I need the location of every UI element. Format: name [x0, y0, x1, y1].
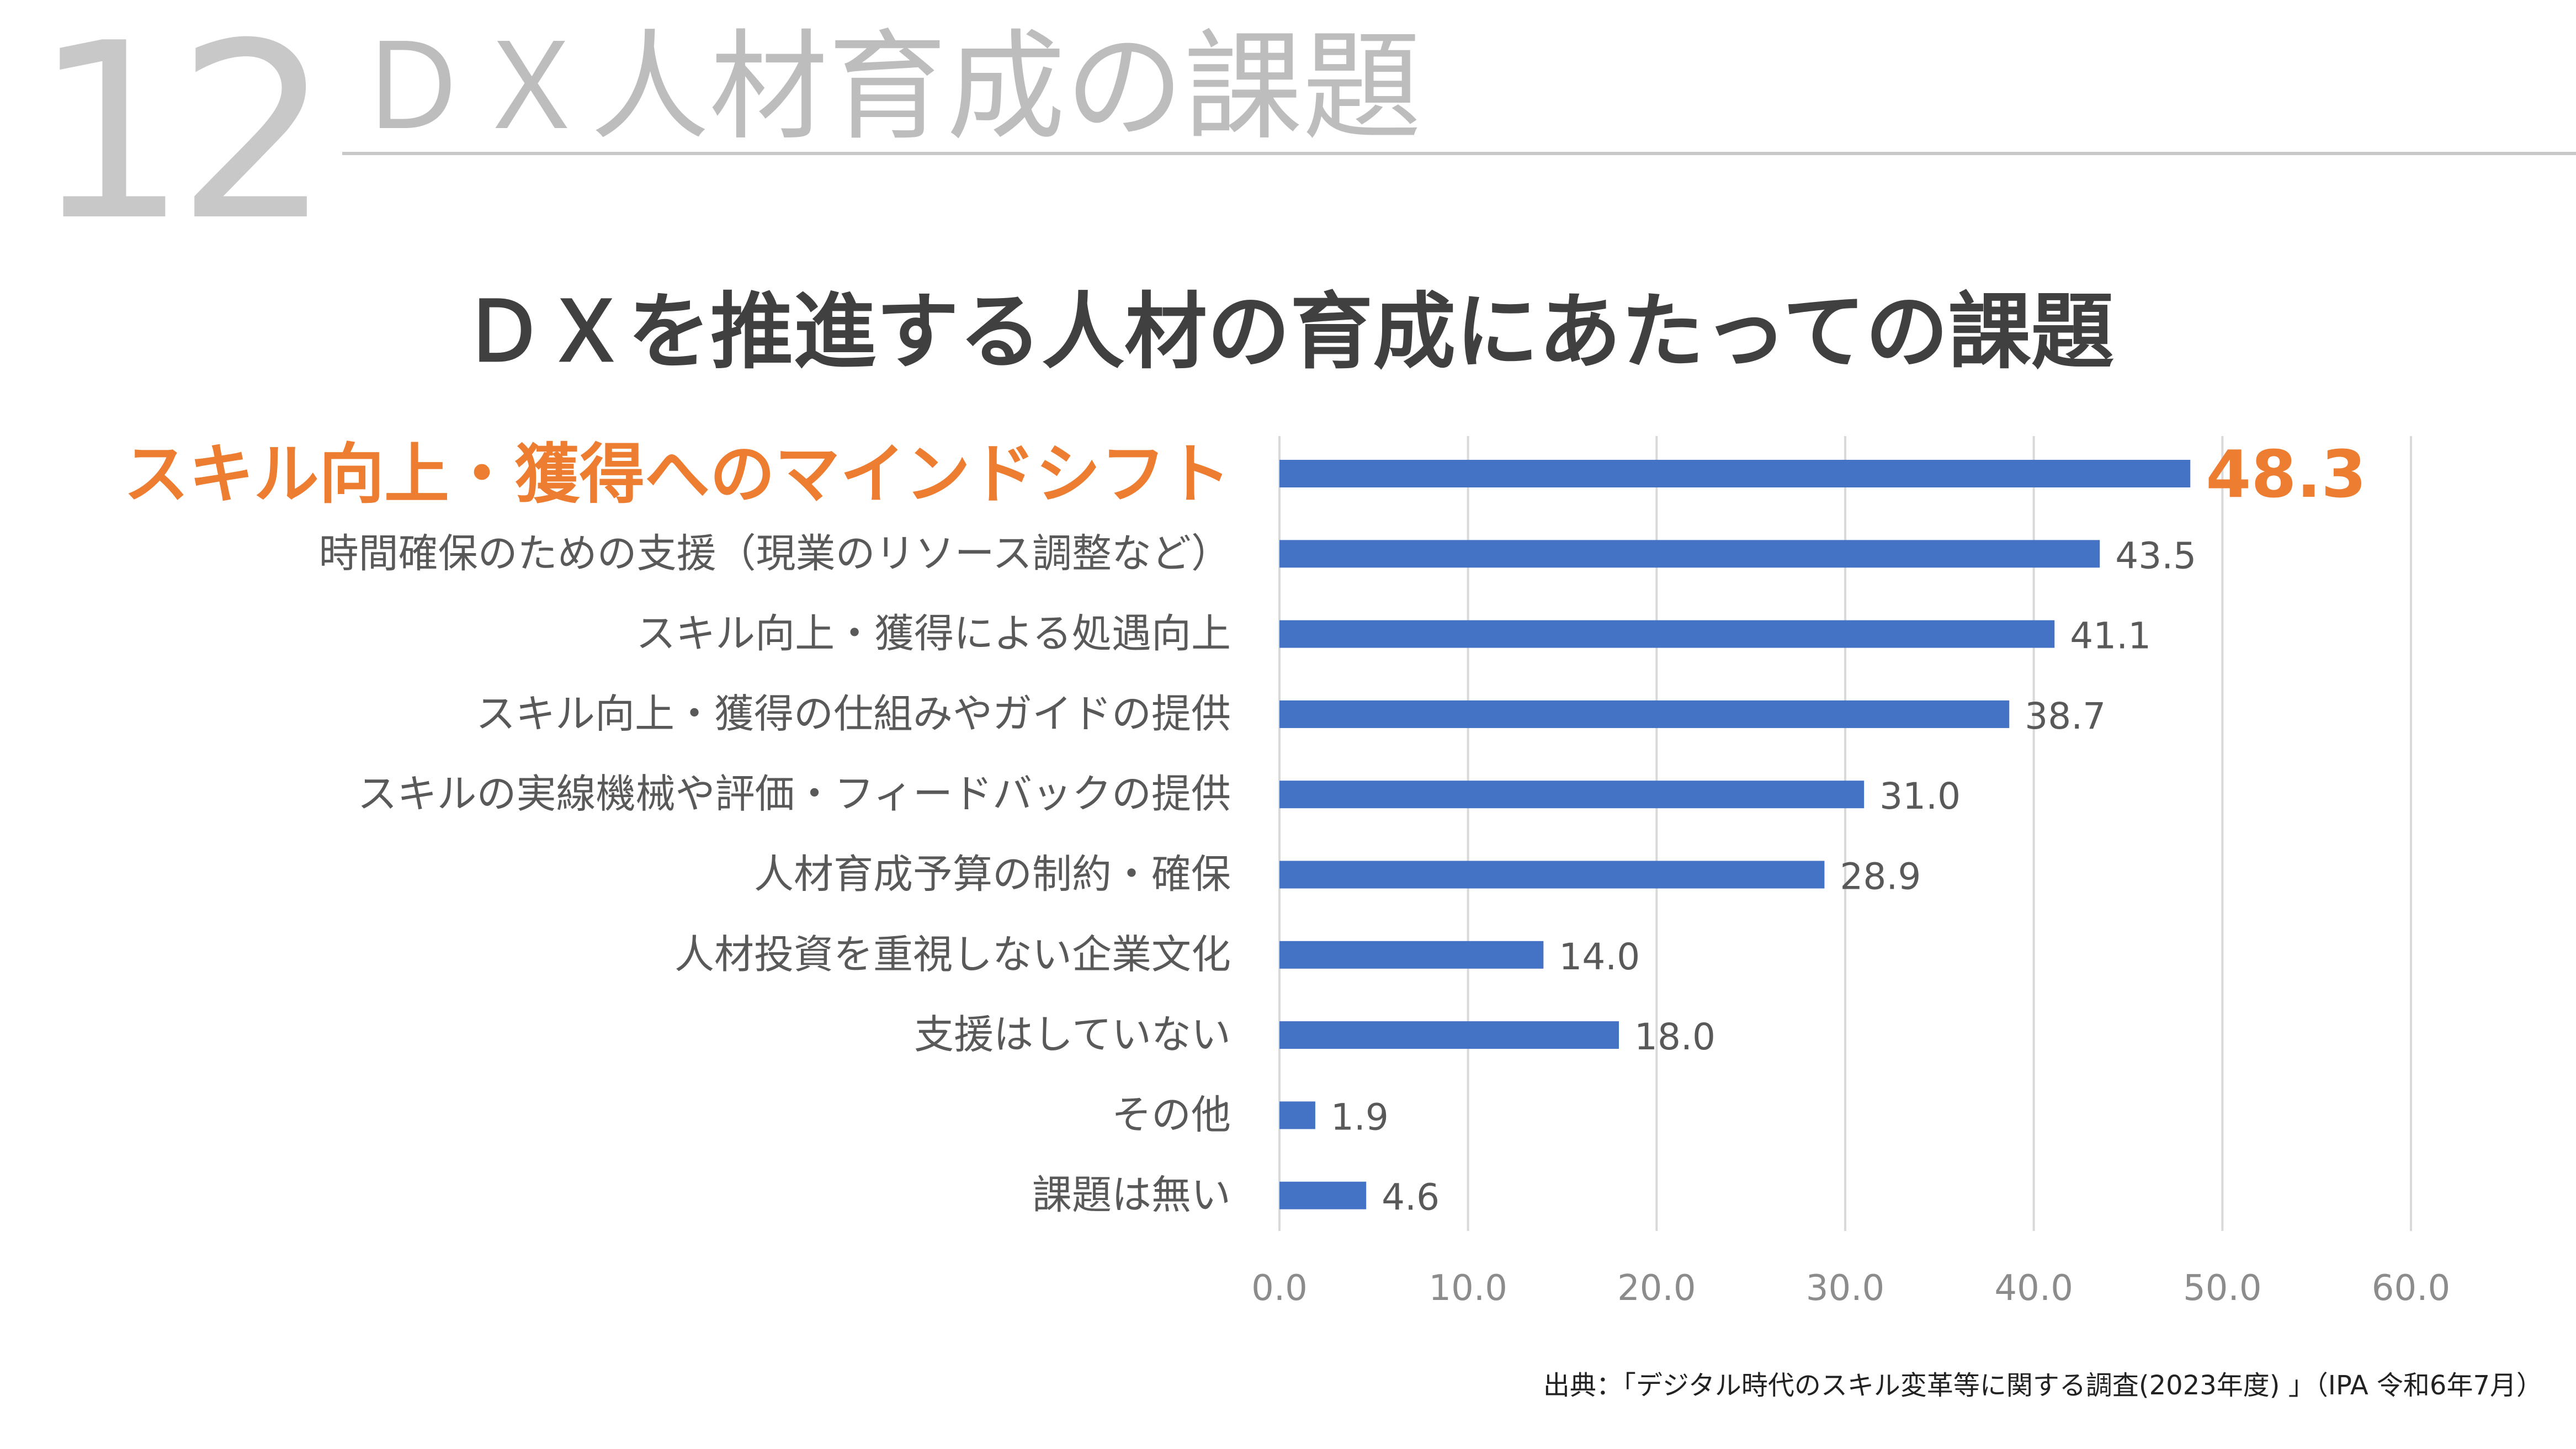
x-tick-label: 10.0 [1428, 1268, 1507, 1309]
data-label: 31.0 [1879, 775, 1961, 818]
title-divider [342, 152, 2576, 155]
category-label: 人材投資を重視しない企業文化 [674, 931, 1231, 978]
bar [1279, 1101, 1315, 1129]
category-label: 人材育成予算の制約・確保 [754, 851, 1231, 898]
data-label: 4.6 [1382, 1176, 1440, 1219]
bar [1279, 861, 1825, 889]
x-tick-label: 20.0 [1617, 1268, 1696, 1309]
category-label: 時間確保のための支援（現業のリソース調整など） [319, 530, 1231, 576]
data-label: 41.1 [2070, 615, 2151, 657]
data-label: 43.5 [2115, 534, 2196, 577]
data-label: 38.7 [2025, 695, 2106, 737]
category-label: 支援はしていない [914, 1011, 1231, 1058]
x-tick-label: 60.0 [2372, 1268, 2451, 1309]
section-title: ＤＸ人材育成の課題 [353, 18, 1421, 156]
bar [1279, 700, 2010, 728]
chart-title: ＤＸを推進する人材の育成にあたっての課題 [462, 284, 2114, 380]
category-label: 課題は無い [1032, 1172, 1231, 1218]
bar [1279, 540, 2100, 568]
data-label: 48.3 [2206, 436, 2366, 512]
bar [1279, 1021, 1619, 1049]
source-citation: 出典：「デジタル時代のスキル変革等に関する調査(2023年度) 」（IPA 令和… [1543, 1370, 2543, 1401]
data-label: 28.9 [1840, 856, 1921, 898]
x-tick-label: 50.0 [2183, 1268, 2262, 1309]
data-label: 18.0 [1634, 1016, 1715, 1058]
data-label: 14.0 [1559, 936, 1640, 978]
bar [1279, 781, 1865, 809]
bar [1279, 620, 2055, 648]
x-tick-label: 0.0 [1251, 1268, 1308, 1309]
category-label: スキル向上・獲得の仕組みやガイドの提供 [476, 691, 1231, 737]
x-tick-label: 40.0 [1994, 1268, 2073, 1309]
category-label: スキルの実線機械や評価・フィードバックの提供 [357, 771, 1231, 817]
category-label: スキル向上・獲得へのマインドシフト [124, 436, 1231, 512]
bar [1279, 460, 2191, 487]
bar [1279, 941, 1544, 969]
category-label: スキル向上・獲得による処遇向上 [636, 611, 1231, 657]
slide-number: 12 [33, 0, 331, 274]
category-label: その他 [1112, 1091, 1231, 1138]
bar [1279, 1181, 1367, 1209]
x-tick-label: 30.0 [1806, 1268, 1885, 1309]
data-label: 1.9 [1331, 1096, 1389, 1138]
